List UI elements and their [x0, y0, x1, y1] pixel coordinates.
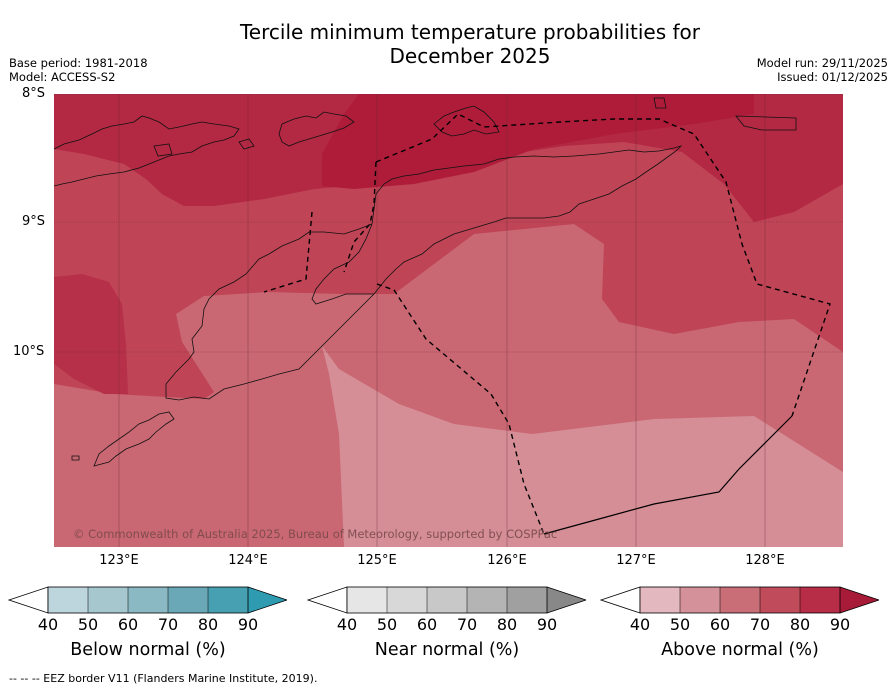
model-run: Model run: 29/11/2025	[756, 56, 888, 70]
cb-near-tick-40: 40	[336, 615, 358, 634]
cb-below-extend-max	[248, 587, 287, 613]
cb-below-seg-5	[208, 587, 248, 613]
cb-below-seg-3	[128, 587, 168, 613]
cb-near-extend-max	[547, 587, 586, 613]
coast-sabu	[71, 455, 80, 461]
coast-wetar	[433, 105, 500, 137]
lon-label-127e: 127°E	[616, 553, 656, 568]
eez-footnote: -- -- -- EEZ border V11 (Flanders Marine…	[9, 672, 318, 685]
chart-title: Tercile minimum temperature probabilitie…	[0, 20, 896, 68]
cb-below-seg-1	[48, 587, 88, 613]
lat-label-8s: 8°S	[22, 86, 46, 101]
cb-above-seg-1	[640, 587, 680, 613]
meta-right: Model run: 29/11/2025 Issued: 01/12/2025	[757, 56, 888, 84]
cb-below-tick-70: 70	[157, 615, 179, 634]
cb-near-seg-4	[467, 587, 507, 613]
coastlines	[54, 97, 797, 467]
coast-alor	[278, 111, 355, 147]
coast-islet-2	[735, 115, 797, 131]
cb-above-title: Above normal (%)	[661, 640, 819, 660]
cb-above-seg-2	[680, 587, 720, 613]
cb-near-seg-2	[387, 587, 427, 613]
title-line-2: December 2025	[389, 44, 551, 68]
cb-below-title: Below normal (%)	[70, 640, 226, 660]
issued-date: Issued: 01/12/2025	[777, 70, 888, 84]
cb-near-extend-min	[307, 586, 348, 614]
eez-border-solid	[543, 415, 793, 535]
cb-below-extend-min	[8, 586, 49, 614]
colorbar-near-normal	[307, 586, 587, 614]
cb-above-tick-90: 90	[829, 615, 851, 634]
cb-below-seg-4	[168, 587, 208, 613]
cb-above-extend-min	[600, 586, 641, 614]
coast-timor	[311, 145, 683, 305]
cb-above-tick-40: 40	[629, 615, 651, 634]
colorbar-below-normal	[8, 586, 288, 614]
cb-above-tick-50: 50	[669, 615, 691, 634]
lon-label-126e: 126°E	[487, 553, 527, 568]
graticule	[54, 94, 843, 547]
cb-near-tick-80: 80	[496, 615, 518, 634]
colorbar-above-normal	[600, 586, 880, 614]
coast-islet-3	[238, 138, 255, 150]
cb-below-tick-80: 80	[197, 615, 219, 634]
cb-near-tick-50: 50	[376, 615, 398, 634]
cb-below-seg-2	[88, 587, 128, 613]
cb-above-tick-60: 60	[709, 615, 731, 634]
lon-label-125e: 125°E	[357, 553, 397, 568]
class-70-80-west	[54, 274, 128, 394]
lon-label-123e: 123°E	[99, 553, 139, 568]
cb-near-seg-3	[427, 587, 467, 613]
coast-timor-south	[165, 223, 375, 401]
cb-near-title: Near normal (%)	[374, 640, 520, 660]
cb-above-tick-80: 80	[789, 615, 811, 634]
eez-border	[263, 113, 831, 535]
class-90-core	[322, 94, 754, 189]
probability-map	[54, 94, 843, 547]
lon-label-128e: 128°E	[745, 553, 785, 568]
coast-islet-1	[653, 97, 667, 109]
title-line-1: Tercile minimum temperature probabilitie…	[239, 20, 701, 44]
cb-above-tick-70: 70	[749, 615, 771, 634]
base-period: Base period: 1981-2018	[9, 56, 148, 70]
cb-near-tick-90: 90	[536, 615, 558, 634]
cb-above-extend-max	[840, 587, 879, 613]
cb-above-seg-3	[720, 587, 760, 613]
cb-near-seg-5	[507, 587, 547, 613]
cb-below-tick-90: 90	[237, 615, 259, 634]
lat-label-9s: 9°S	[22, 214, 46, 229]
cb-near-tick-60: 60	[416, 615, 438, 634]
cb-below-tick-50: 50	[77, 615, 99, 634]
model-name: Model: ACCESS-S2	[9, 70, 116, 84]
cb-below-tick-60: 60	[117, 615, 139, 634]
lat-label-10s: 10°S	[13, 344, 45, 359]
meta-left: Base period: 1981-2018 Model: ACCESS-S2	[9, 56, 148, 84]
cb-near-tick-70: 70	[456, 615, 478, 634]
cb-above-seg-4	[760, 587, 800, 613]
lon-label-124e: 124°E	[228, 553, 268, 568]
cb-above-seg-5	[800, 587, 840, 613]
coast-flores	[54, 115, 240, 187]
coast-rote	[93, 411, 175, 467]
cb-below-tick-40: 40	[37, 615, 59, 634]
copyright-credit: © Commonwealth of Australia 2025, Bureau…	[73, 527, 558, 541]
coast-islet-4	[153, 143, 173, 157]
cb-near-seg-1	[347, 587, 387, 613]
